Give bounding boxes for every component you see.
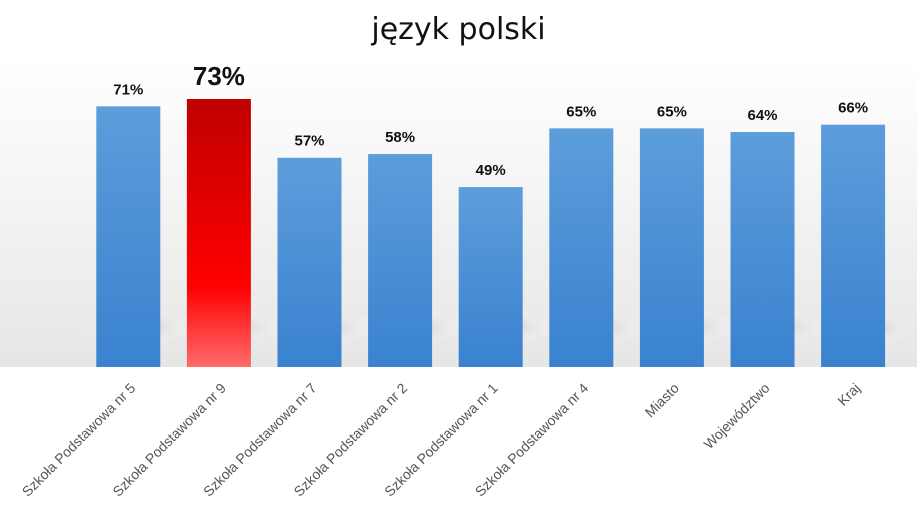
bar (821, 124, 886, 367)
bar (549, 128, 614, 367)
data-label: 73% (193, 61, 245, 91)
bar (639, 128, 704, 367)
bar (96, 106, 161, 367)
bar-highlight (186, 99, 251, 367)
data-label: 58% (385, 129, 415, 146)
bar (368, 154, 433, 367)
data-label: 71% (113, 81, 143, 98)
chart-title: język polski (371, 12, 546, 47)
data-label: 64% (747, 107, 777, 124)
bar (730, 132, 795, 367)
data-label: 65% (566, 103, 596, 120)
category-label: Województwo (700, 380, 772, 452)
data-label: 57% (294, 133, 324, 150)
bar (458, 187, 523, 367)
data-label: 65% (657, 103, 687, 120)
bar (277, 157, 342, 367)
category-label: Miasto (642, 380, 683, 421)
data-label: 66% (838, 100, 868, 117)
category-label: Kraj (834, 380, 863, 409)
data-label: 49% (476, 162, 506, 179)
